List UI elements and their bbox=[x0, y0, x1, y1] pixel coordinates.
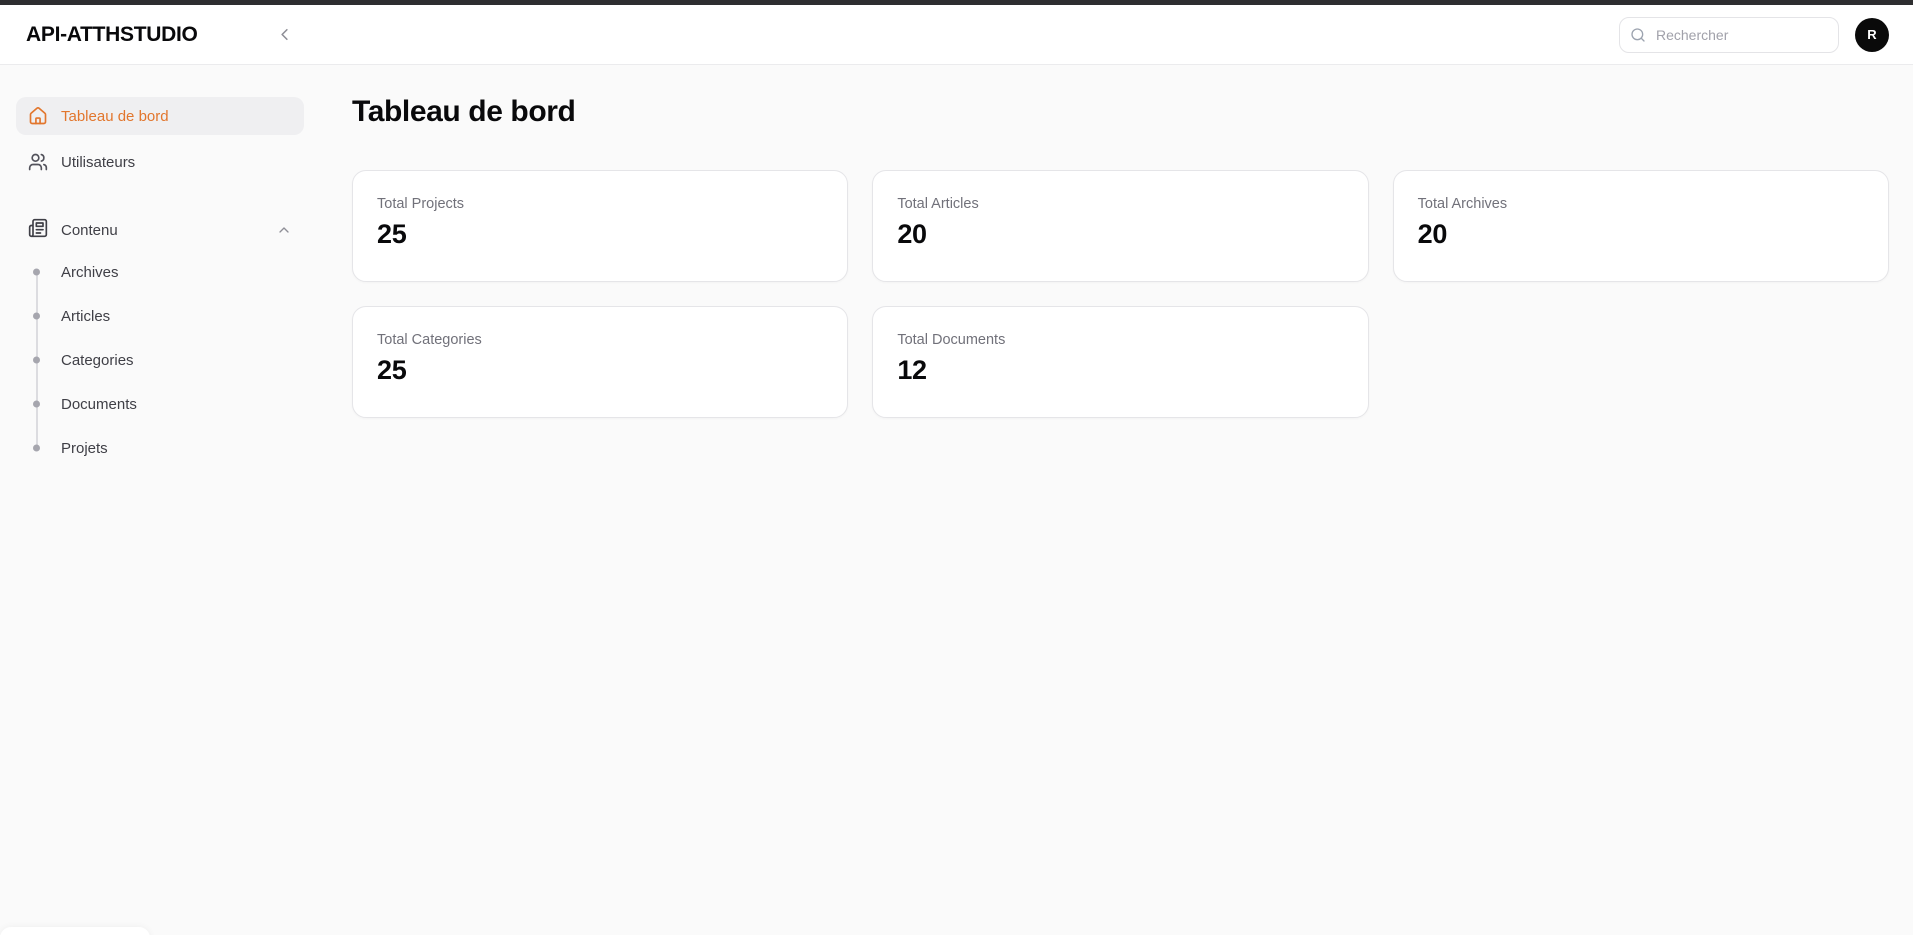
app-header: API-ATTHSTUDIO R bbox=[0, 5, 1913, 65]
stat-card-total-articles: Total Articles 20 bbox=[872, 170, 1369, 282]
sidebar-item-utilisateurs[interactable]: Utilisateurs bbox=[16, 143, 304, 181]
page-title: Tableau de bord bbox=[352, 95, 576, 128]
sidebar-group-label: Contenu bbox=[61, 221, 118, 239]
header-left: API-ATTHSTUDIO bbox=[0, 23, 320, 47]
sidebar-collapse-button[interactable] bbox=[273, 23, 296, 46]
sidebar-item-archives[interactable]: Archives bbox=[16, 250, 304, 294]
sidebar-subitem-label: Articles bbox=[61, 307, 111, 325]
sidebar: Tableau de bord Utilisateurs Contenu Arc… bbox=[0, 65, 320, 934]
avatar[interactable]: R bbox=[1855, 17, 1889, 52]
sidebar-subitem-label: Documents bbox=[61, 395, 137, 413]
chevron-left-icon bbox=[275, 25, 294, 44]
sidebar-subitem-label: Archives bbox=[61, 263, 119, 281]
sidebar-sublist-contenu: Archives Articles Categories Documents P… bbox=[16, 250, 304, 470]
search-box bbox=[1619, 16, 1839, 53]
stat-label: Total Documents bbox=[897, 332, 1006, 348]
stat-value: 25 bbox=[377, 219, 407, 249]
sidebar-item-documents[interactable]: Documents bbox=[16, 382, 304, 426]
stat-card-total-categories: Total Categories 25 bbox=[352, 306, 849, 418]
app-title: API-ATTHSTUDIO bbox=[26, 22, 198, 46]
sidebar-item-categories[interactable]: Categories bbox=[16, 338, 304, 382]
stat-value: 20 bbox=[897, 219, 927, 249]
sidebar-item-label: Utilisateurs bbox=[61, 153, 136, 171]
stats-cards-grid: Total Projects 25 Total Articles 20 Tota… bbox=[352, 170, 1889, 418]
stat-label: Total Articles bbox=[897, 196, 979, 212]
sidebar-item-label: Tableau de bord bbox=[61, 107, 169, 125]
stat-label: Total Projects bbox=[377, 196, 465, 212]
bullet-icon bbox=[33, 444, 40, 452]
sidebar-subitem-label: Categories bbox=[61, 351, 134, 369]
stat-label: Total Archives bbox=[1417, 196, 1508, 212]
window-top-strip bbox=[0, 0, 1913, 5]
stat-label: Total Categories bbox=[377, 332, 482, 348]
sidebar-item-tableau-de-bord[interactable]: Tableau de bord bbox=[16, 97, 304, 135]
bullet-icon bbox=[33, 356, 40, 364]
stat-value: 25 bbox=[377, 355, 407, 385]
sidebar-group-contenu[interactable]: Contenu bbox=[16, 211, 304, 249]
header-right: R bbox=[1619, 16, 1913, 53]
stat-card-total-projects: Total Projects 25 bbox=[352, 170, 849, 282]
sidebar-item-articles[interactable]: Articles bbox=[16, 294, 304, 338]
search-input[interactable] bbox=[1619, 16, 1839, 53]
sidebar-item-projets[interactable]: Projets bbox=[16, 426, 304, 470]
stat-value: 12 bbox=[897, 355, 927, 385]
chevron-up-icon[interactable] bbox=[276, 222, 292, 238]
stat-value: 20 bbox=[1417, 219, 1448, 249]
home-icon bbox=[28, 106, 48, 126]
main-content: Tableau de bord Total Projects 25 Total … bbox=[320, 65, 1913, 934]
stat-card-total-archives: Total Archives 20 bbox=[1392, 170, 1889, 282]
bullet-icon bbox=[33, 268, 40, 276]
users-icon bbox=[28, 152, 48, 172]
bullet-icon bbox=[33, 400, 40, 408]
bullet-icon bbox=[33, 312, 40, 320]
newspaper-icon bbox=[28, 218, 48, 242]
stat-card-total-documents: Total Documents 12 bbox=[872, 306, 1369, 418]
body-row: Tableau de bord Utilisateurs Contenu Arc… bbox=[0, 65, 1913, 934]
bottom-left-glow bbox=[0, 927, 150, 935]
sidebar-subitem-label: Projets bbox=[61, 439, 108, 457]
